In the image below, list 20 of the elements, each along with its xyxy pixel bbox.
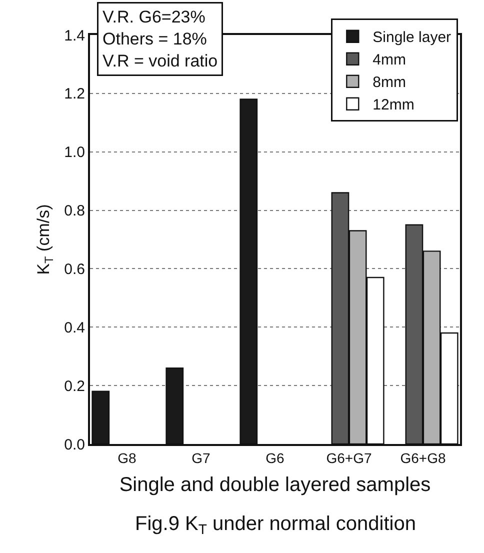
y-tick-label: 0.0 xyxy=(64,436,85,454)
x-tick-label: G6+G7 xyxy=(326,450,372,466)
y-tick-label: 0.4 xyxy=(64,319,85,336)
x-tick-label: G8 xyxy=(118,450,137,466)
y-tick-label: 0.8 xyxy=(64,202,85,220)
y-tick-label: 1.4 xyxy=(64,27,85,44)
x-tick-label: G6 xyxy=(266,450,285,466)
y-tick-label: 0.6 xyxy=(64,260,85,278)
legend-label: 12mm xyxy=(372,96,414,114)
legend-label: 4mm xyxy=(372,52,406,69)
x-tick-label: G6+G8 xyxy=(400,450,446,466)
annotation: V.R. G6=23% Others = 18% V.R = void ratio xyxy=(102,8,218,71)
x-axis-title: Single and double layered samples xyxy=(119,474,431,496)
y-tick-label: 1.2 xyxy=(64,86,85,103)
y-tick-label: 1.0 xyxy=(64,144,85,162)
caption: Fig.9 K$_{T}$ under normal condition xyxy=(135,513,416,538)
y-tick-label: 0.2 xyxy=(64,378,85,395)
legend-label: 8mm xyxy=(372,74,406,92)
x-tick-label: G7 xyxy=(192,450,211,466)
legend-label: Single layer xyxy=(372,29,452,46)
